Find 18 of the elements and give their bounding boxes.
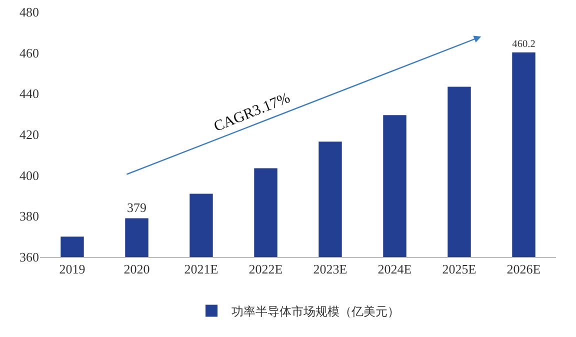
y-tick-label: 460: [20, 45, 39, 60]
x-tick-label: 2022E: [248, 262, 283, 277]
x-tick-label: 2025E: [442, 262, 476, 277]
x-tick-label: 2019: [59, 262, 86, 277]
x-tick-label: 2021E: [184, 262, 218, 277]
x-tick-label: 2023E: [313, 262, 348, 277]
data-label: 379: [127, 200, 146, 216]
data-label: 460.2: [512, 39, 536, 50]
y-tick-label: 420: [20, 127, 39, 142]
legend-label: 功率半导体市场规模（亿美元）: [232, 304, 400, 318]
x-tick-label: 2020: [124, 262, 150, 277]
y-tick-label: 440: [20, 86, 39, 102]
y-tick-label: 480: [20, 4, 39, 20]
y-tick-label: 360: [20, 250, 39, 265]
x-tick-label: 2024E: [378, 262, 412, 277]
x-tick-label: 2026E: [506, 262, 541, 277]
y-tick-label: 400: [20, 168, 39, 183]
y-tick-label: 380: [20, 208, 39, 224]
